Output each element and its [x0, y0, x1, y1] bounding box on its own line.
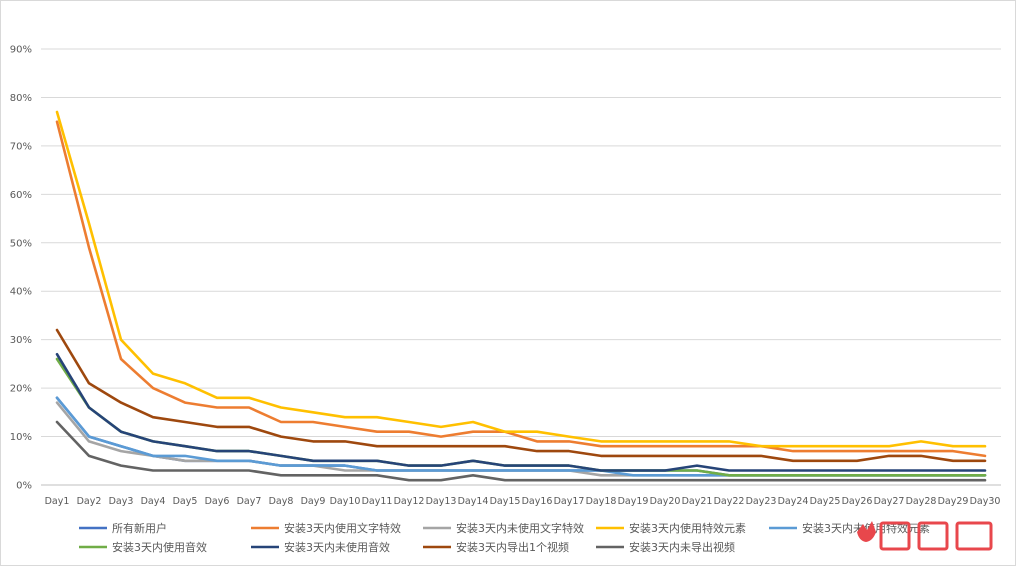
y-tick-label: 60% — [10, 190, 32, 201]
logo-block-2 — [917, 521, 949, 551]
y-tick-label: 0% — [16, 481, 32, 492]
x-tick-label: Day11 — [362, 496, 393, 507]
legend-label: 安装3天内未使用音效 — [284, 540, 390, 554]
legend-item: 所有新用户 — [79, 521, 167, 535]
x-tick-label: Day3 — [109, 496, 134, 507]
x-tick-label: Day17 — [554, 496, 585, 507]
x-tick-label: Day23 — [746, 496, 777, 507]
legend-label: 安装3天内使用文字特效 — [284, 521, 401, 535]
x-tick-label: Day10 — [330, 496, 361, 507]
y-tick-label: 10% — [10, 432, 32, 443]
x-tick-label: Day13 — [426, 496, 457, 507]
y-tick-label: 30% — [10, 335, 32, 346]
x-tick-label: Day2 — [77, 496, 102, 507]
series-lines — [55, 110, 987, 482]
series-line-2 — [55, 120, 987, 458]
legend-label: 安装3天内未使用文字特效 — [456, 521, 584, 535]
logo-block-1 — [879, 521, 911, 551]
y-tick-label: 70% — [10, 141, 32, 152]
y-tick-label: 20% — [10, 384, 32, 395]
y-tick-label: 80% — [10, 93, 32, 104]
y-tick-label: 90% — [10, 45, 32, 56]
legend-label: 所有新用户 — [112, 521, 167, 535]
x-tick-label: Day7 — [237, 496, 262, 507]
x-tick-label: Day12 — [394, 496, 425, 507]
series-line-8 — [55, 328, 987, 463]
logo-block-3 — [955, 521, 993, 551]
x-tick-label: Day8 — [269, 496, 294, 507]
x-tick-label: Day6 — [205, 496, 230, 507]
grid-lines — [41, 48, 1001, 486]
legend-label: 安装3天内导出1个视频 — [456, 540, 569, 554]
legend-item: 安装3天内使用特效元素 — [596, 521, 746, 535]
y-axis-ticks: 0% 10% 20% 30% 40% 50% 60% 70% 80% 90% — [10, 45, 32, 492]
x-tick-label: Day19 — [618, 496, 649, 507]
x-tick-label: Day30 — [970, 496, 1001, 507]
x-tick-label: Day14 — [458, 496, 489, 507]
x-tick-label: Day16 — [522, 496, 553, 507]
legend: 所有新用户 安装3天内使用文字特效 安装3天内未使用文字特效 安装3天内使用特效元素安… — [79, 521, 930, 554]
legend-item: 安装3天内未使用文字特效 — [423, 521, 584, 535]
x-tick-label: Day9 — [301, 496, 326, 507]
series-line-9 — [55, 420, 987, 482]
x-tick-label: Day1 — [45, 496, 70, 507]
legend-item: 安装3天内未导出视频 — [596, 540, 735, 554]
x-tick-label: Day27 — [874, 496, 905, 507]
x-tick-label: Day28 — [906, 496, 937, 507]
flame-icon — [857, 521, 876, 542]
x-tick-label: Day15 — [490, 496, 521, 507]
series-line-7 — [55, 352, 987, 472]
x-tick-label: Day24 — [778, 496, 809, 507]
legend-label: 安装3天内使用音效 — [112, 540, 207, 554]
legend-item: 安装3天内导出1个视频 — [423, 540, 569, 554]
y-tick-label: 40% — [10, 287, 32, 298]
y-tick-label: 50% — [10, 238, 32, 249]
x-tick-label: Day21 — [682, 496, 713, 507]
legend-item: 安装3天内未使用音效 — [251, 540, 390, 554]
x-tick-label: Day29 — [938, 496, 969, 507]
x-tick-label: Day26 — [842, 496, 873, 507]
x-tick-label: Day4 — [141, 496, 166, 507]
legend-label: 安装3天内使用特效元素 — [629, 521, 746, 535]
x-tick-label: Day5 — [173, 496, 198, 507]
legend-item: 安装3天内使用文字特效 — [251, 521, 401, 535]
x-tick-label: Day25 — [810, 496, 841, 507]
series-line-4 — [55, 110, 987, 448]
legend-label: 安装3天内未导出视频 — [629, 540, 735, 554]
x-axis-ticks: Day1 Day2 Day3 Day4 Day5 Day6 Day7 Day8 Day9 Day1… — [45, 496, 1001, 507]
legend-item: 安装3天内使用音效 — [79, 540, 207, 554]
x-tick-label: Day22 — [714, 496, 745, 507]
x-tick-label: Day18 — [586, 496, 617, 507]
x-tick-label: Day20 — [650, 496, 681, 507]
watermark-logo — [857, 521, 993, 551]
